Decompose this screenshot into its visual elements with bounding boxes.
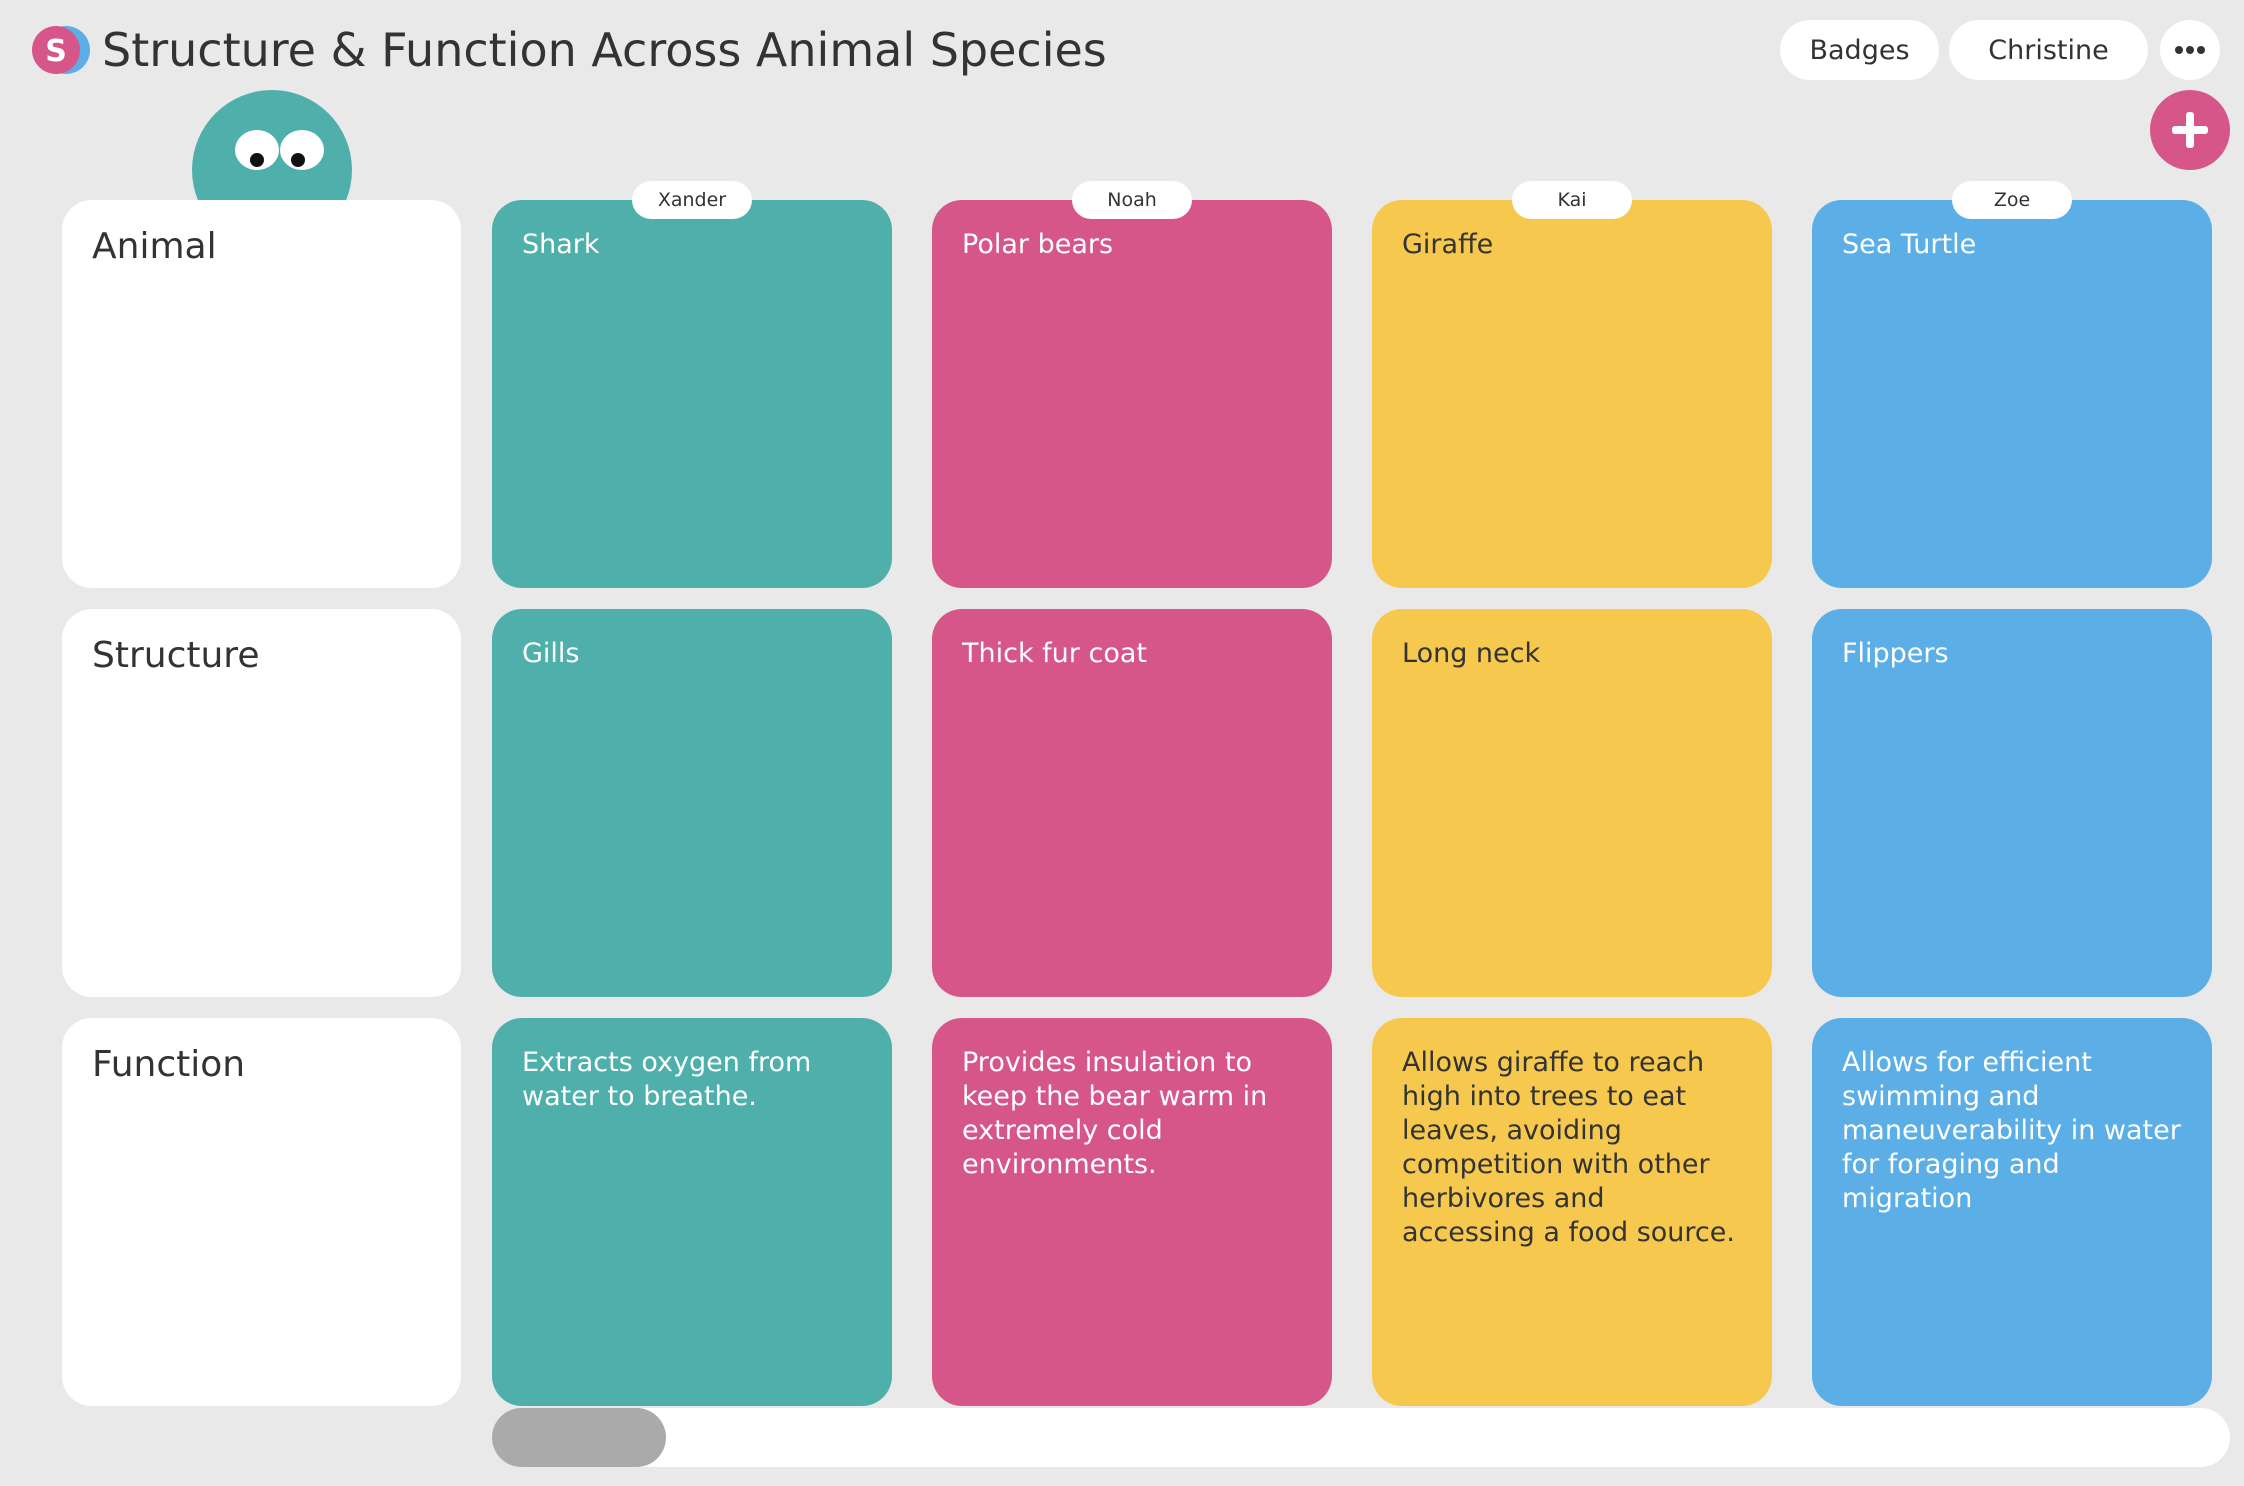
- post-card[interactable]: Sea Turtle: [1812, 200, 2212, 588]
- board-title: Structure & Function Across Animal Speci…: [102, 23, 1107, 77]
- post-card[interactable]: Long neck: [1372, 609, 1772, 997]
- author-tag: Kai: [1512, 181, 1632, 219]
- post-card[interactable]: Provides insulation to keep the bear war…: [932, 1018, 1332, 1406]
- post-card[interactable]: Shark: [492, 200, 892, 588]
- row-header: Animal: [62, 200, 461, 588]
- author-tag: Zoe: [1952, 181, 2072, 219]
- add-button[interactable]: [2150, 90, 2230, 170]
- badges-button[interactable]: Badges: [1780, 20, 1939, 80]
- scrollbar-thumb[interactable]: [492, 1408, 666, 1467]
- post-card[interactable]: Giraffe: [1372, 200, 1772, 588]
- row-header: Structure: [62, 609, 461, 997]
- logo-letter: S: [45, 34, 67, 69]
- mascot: [192, 90, 352, 200]
- post-card[interactable]: Polar bears: [932, 200, 1332, 588]
- post-card[interactable]: Thick fur coat: [932, 609, 1332, 997]
- logo: S: [32, 26, 90, 74]
- post-card[interactable]: Allows for efficient swimming and maneuv…: [1812, 1018, 2212, 1406]
- scrollbar-track[interactable]: [492, 1408, 2230, 1467]
- post-card[interactable]: Flippers: [1812, 609, 2212, 997]
- user-button[interactable]: Christine: [1949, 20, 2148, 80]
- more-button[interactable]: [2160, 20, 2220, 80]
- post-card[interactable]: Extracts oxygen from water to breathe.: [492, 1018, 892, 1406]
- author-tag: Noah: [1072, 181, 1192, 219]
- post-card[interactable]: Allows giraffe to reach high into trees …: [1372, 1018, 1772, 1406]
- row-header: Function: [62, 1018, 461, 1406]
- post-card[interactable]: Gills: [492, 609, 892, 997]
- author-tag: Xander: [632, 181, 752, 219]
